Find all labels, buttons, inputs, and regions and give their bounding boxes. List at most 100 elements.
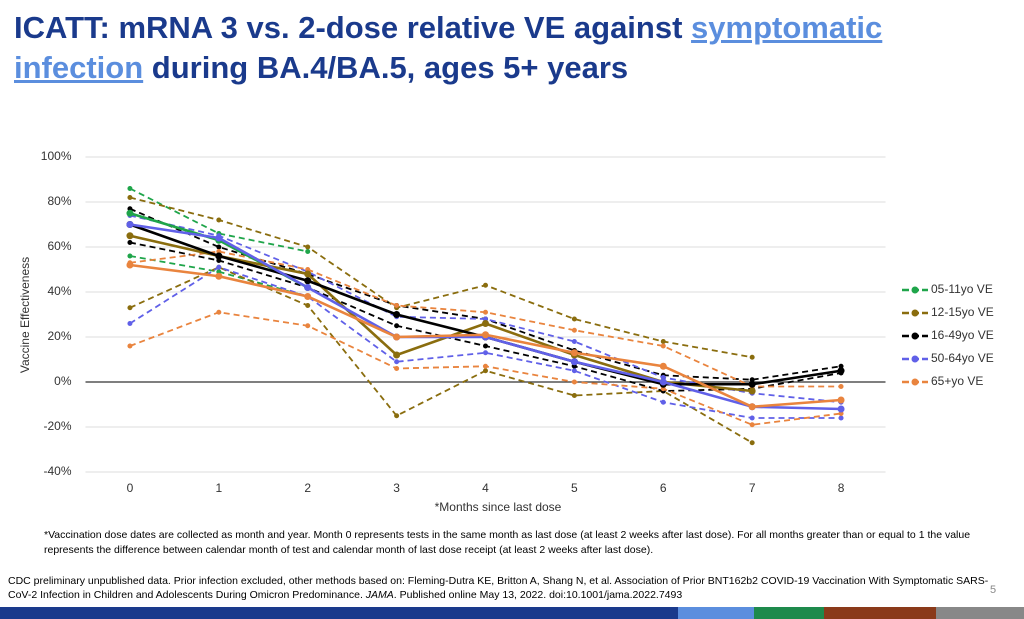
legend-marker [911,309,919,317]
y-tick-label: 100% [41,149,72,163]
ci-line [129,187,308,253]
point [215,252,223,260]
ci-point [749,440,755,446]
x-tick-label: 8 [838,481,845,495]
ci-point [571,393,577,398]
ci-point [749,422,755,428]
ci-point [749,354,755,360]
x-tick-label: 0 [127,481,134,495]
ci-point [394,303,400,308]
point [393,311,401,318]
x-tick-label: 1 [215,481,222,495]
ci-point [660,343,666,349]
page-number: 5 [990,584,997,596]
point [304,277,312,285]
legend-label: 05-11yo VE [931,282,993,296]
ci-point [127,343,133,349]
point [482,331,489,339]
ci-point [571,379,577,385]
ci-point [127,195,133,200]
title: ICATT: mRNA 3 vs. 2-dose relative VE aga… [14,8,1014,88]
point [304,293,312,300]
x-tick-label: 2 [304,481,311,495]
ci-point [749,415,755,421]
legend-marker [911,286,919,294]
x-tick-label: 4 [482,481,489,495]
ci-point [483,350,488,356]
ci-point [838,415,844,421]
point [570,358,578,366]
y-tick-label: 60% [47,239,71,253]
x-tick-label: 5 [571,481,578,495]
y-tick-label: 80% [47,194,71,208]
title-text: ICATT: mRNA 3 vs. 2-dose relative VE aga… [14,10,692,45]
citation: CDC preliminary unpublished data. Prior … [8,574,998,602]
legend-label: 16-49yo VE [931,328,994,342]
series-line [129,234,753,393]
point [482,320,489,327]
ci-point [127,240,133,245]
point [126,221,134,228]
legend-label: 50-64yo VE [931,351,994,365]
ci-point [571,327,577,333]
y-tick-label: 20% [47,329,71,343]
legend-marker [911,332,919,340]
ci-point [305,249,311,254]
ci-point [305,303,311,308]
ci-line [129,266,842,419]
ci-point [483,282,488,288]
point [304,284,312,291]
ci-point [483,368,488,374]
ci-point [127,186,133,191]
citation-text: . Published online May 13, 2022. doi:10.… [393,589,683,601]
x-tick-label: 7 [749,481,756,495]
ci-point [483,343,488,349]
ci-point [305,244,311,250]
y-axis-label: Vaccine Effectiveness [18,257,32,373]
ci-point [216,264,222,270]
ci-point [216,217,222,223]
point [748,387,756,395]
ci-line [129,196,753,359]
title-text: during BA.4/BA.5, ages 5+ years [143,50,629,85]
point [126,232,134,240]
ci-point [483,309,488,315]
y-tick-label: 0% [54,374,72,388]
ci-point [127,321,133,326]
point [215,272,223,280]
ci-point [127,305,133,311]
point [837,367,845,375]
point [215,234,223,242]
point [570,349,578,357]
legend-label: 12-15yo VE [931,305,994,319]
ci-point [660,339,666,344]
ci-point [571,339,577,344]
point [748,380,756,388]
legend-marker [911,378,919,386]
point [126,209,134,217]
citation-text: CDC preliminary unpublished data. Prior … [8,575,989,601]
point [393,351,401,359]
ci-line [129,266,753,444]
x-tick-label: 6 [660,481,667,495]
ci-point [660,399,666,405]
point [659,378,667,386]
x-axis-label: *Months since last dose [435,500,562,514]
point [126,261,134,269]
legend-label: 65+yo VE [931,374,983,388]
point [393,333,401,341]
ci-point [394,323,400,329]
point [837,405,845,413]
ci-point [394,413,400,419]
footer-strip [678,607,754,619]
title-link[interactable]: symptomatic infection [14,10,883,85]
ci-point [305,323,311,329]
ci-point [394,366,400,371]
ci-point [571,316,577,322]
point [837,396,845,404]
legend-marker [911,355,919,363]
point [304,270,312,278]
ci-point [216,309,222,315]
